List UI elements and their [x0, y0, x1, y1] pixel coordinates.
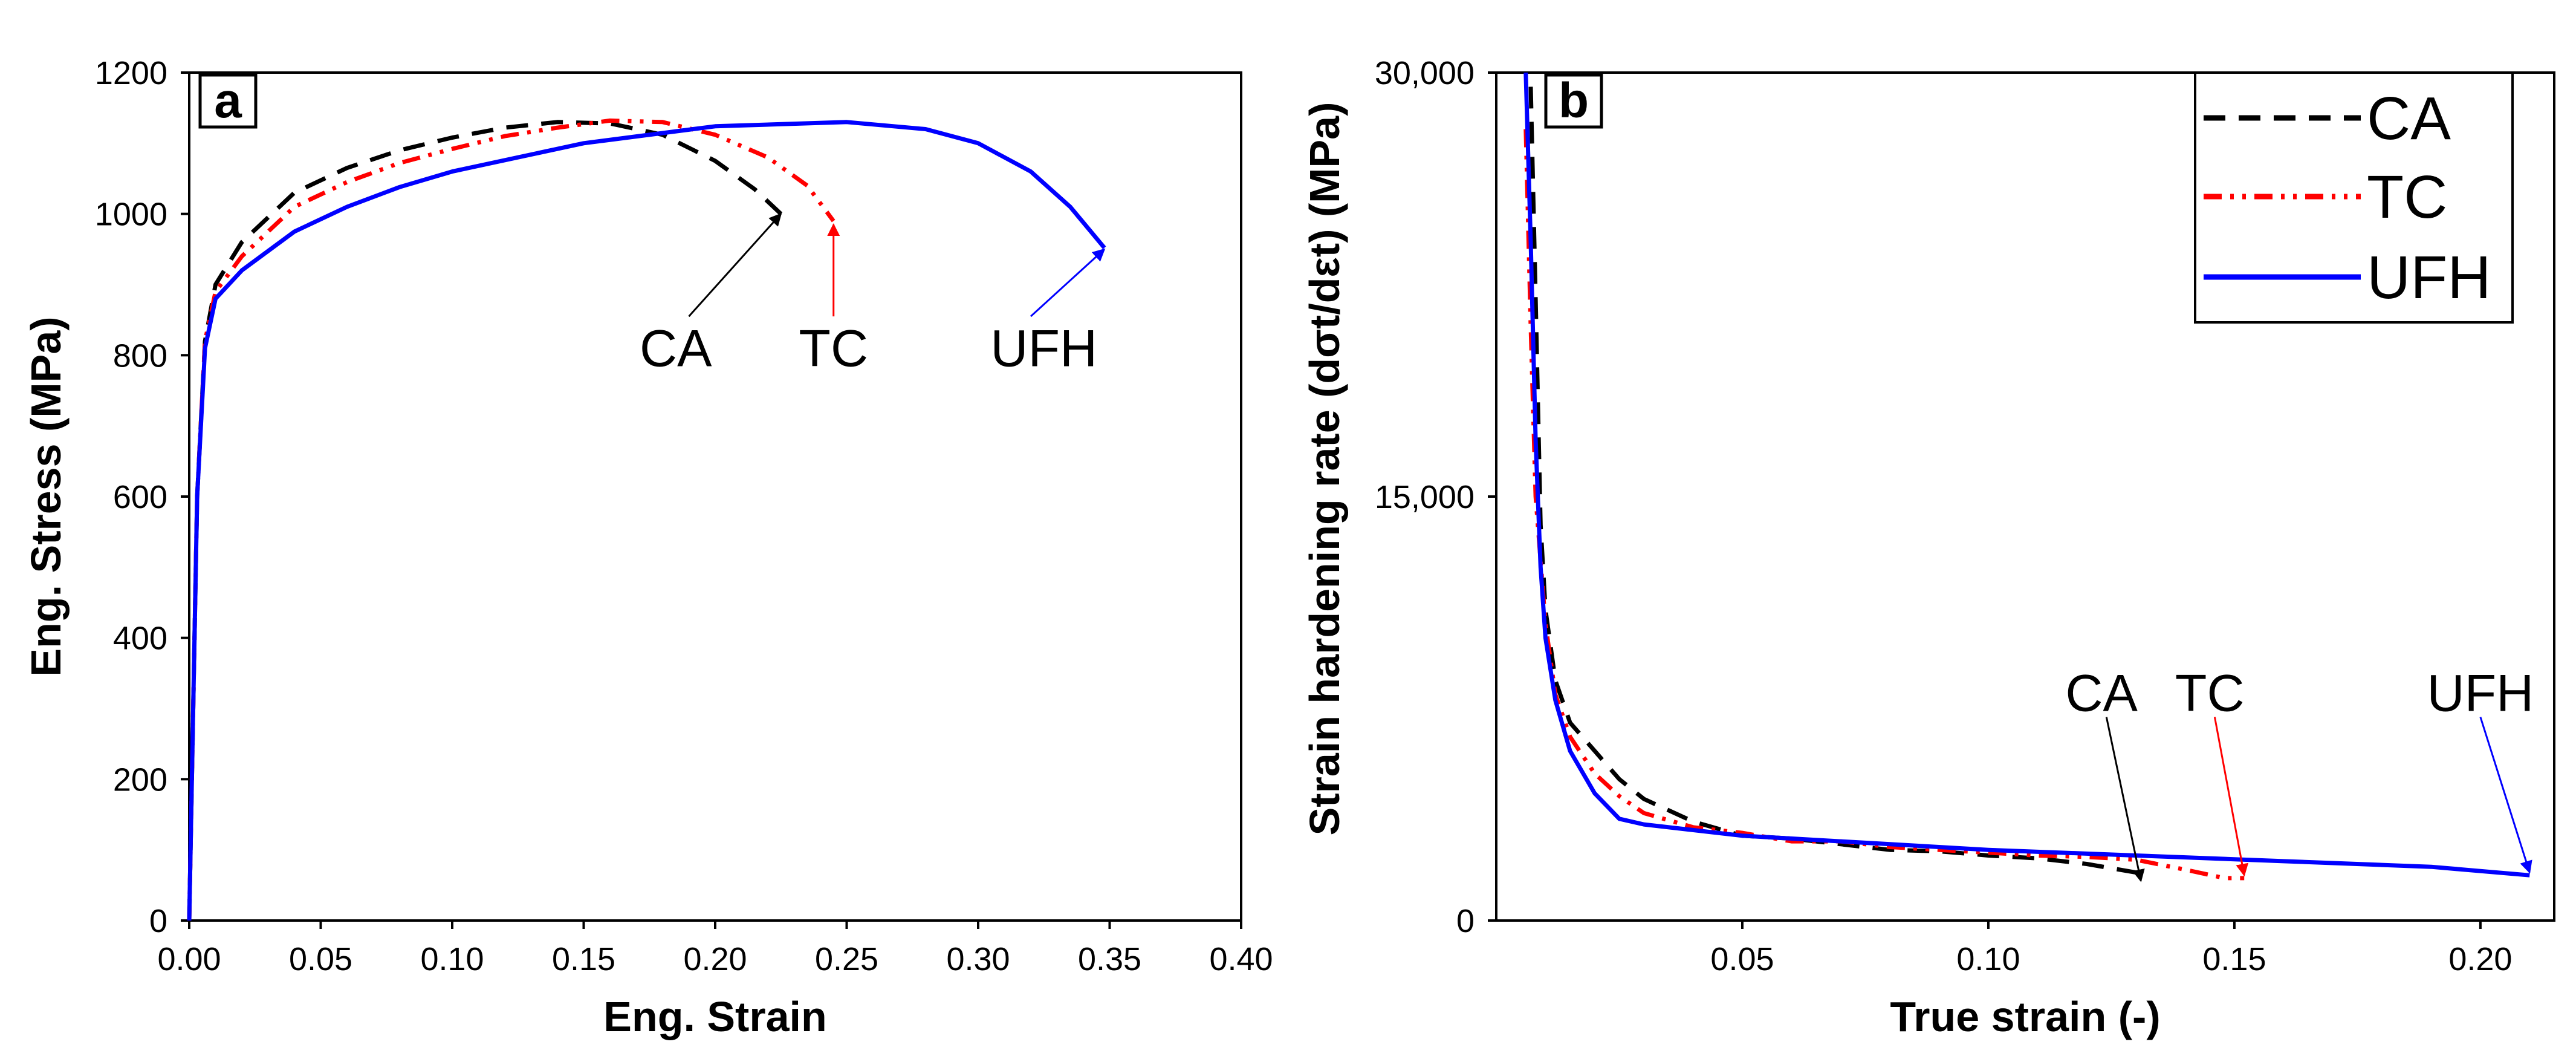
annotation-arrow-ca [688, 213, 782, 318]
y-tick-label: 200 [113, 761, 167, 798]
series-line-ca [1528, 86, 2147, 880]
annotation-arrow-tc [2213, 717, 2249, 877]
series-line-ufh [187, 120, 1106, 921]
x-tick-label: 0.25 [815, 941, 878, 977]
series-line-tc [187, 118, 835, 921]
panel-b-letter: b [1559, 73, 1589, 128]
y-tick-label: 0 [149, 903, 167, 939]
annotation-arrow-ca [2105, 717, 2145, 882]
x-tick-label: 0.20 [2448, 941, 2512, 977]
series-line-ufh [1523, 72, 2530, 878]
series-line-tc [1523, 129, 2245, 881]
x-tick-label: 0.40 [1209, 941, 1273, 977]
panel-b-x-axis-title: True strain (-) [1890, 993, 2160, 1040]
y-tick-label: 1000 [95, 197, 167, 233]
panel-a-stress-strain: 0.00 0.05 0.10 0.15 0.20 0.25 0.30 0.35 0.40 0 200… [22, 55, 1273, 1040]
x-tick-label: 0.20 [683, 941, 747, 977]
annotation-label-ca: CA [640, 319, 712, 377]
panel-a-x-axis-title: Eng. Strain [603, 993, 826, 1040]
legend-label-tc: TC [2367, 163, 2447, 231]
legend-frame [2194, 71, 2514, 324]
panel-b-legend: CA TC UFH [2194, 71, 2514, 324]
y-tick-label: 400 [113, 621, 167, 657]
x-tick-label: 0.30 [946, 941, 1010, 977]
panel-a-annotations: CA TC UFH [640, 213, 1106, 377]
panel-b-y-axis-title: Strain hardening rate (dσt/dεt) (MPa) [1301, 102, 1348, 836]
panel-a-series [187, 118, 1106, 921]
x-tick-label: 0.05 [289, 941, 352, 977]
x-tick-label: 0.15 [2202, 941, 2266, 977]
panel-b-plot-frame [1495, 71, 2555, 922]
annotation-arrow-ufh [1030, 248, 1106, 318]
x-tick-label: 0.10 [420, 941, 484, 977]
y-tick-label: 600 [113, 479, 167, 515]
y-tick-label: 800 [113, 337, 167, 374]
y-tick-label: 15,000 [1375, 479, 1475, 515]
series-line-ca [187, 120, 783, 921]
panel-a-letter: a [214, 73, 242, 128]
panel-a-letter-box [198, 73, 258, 129]
panel-b-letter-box [1544, 73, 1603, 129]
y-tick-label: 30,000 [1375, 55, 1475, 91]
x-tick-label: 0.35 [1078, 941, 1141, 977]
y-tick-label: 0 [1456, 903, 1475, 939]
panel-a-ticks: 0.00 0.05 0.10 0.15 0.20 0.25 0.30 0.35 0.40 0 200… [95, 55, 1273, 977]
panel-b-series [1523, 72, 2530, 881]
x-tick-label: 0.10 [1956, 941, 2020, 977]
annotation-label-ca: CA [2065, 664, 2138, 722]
x-tick-label: 0.15 [552, 941, 615, 977]
panel-a-plot-frame [188, 71, 1242, 922]
annotation-arrow-ufh [2479, 717, 2532, 874]
legend-label-ufh: UFH [2367, 244, 2491, 311]
panel-b-ticks: 0.05 0.10 0.15 0.20 0 15,000 30,000 [1375, 55, 2513, 977]
annotation-label-tc: TC [799, 319, 868, 377]
annotation-label-ufh: UFH [2427, 664, 2534, 722]
x-tick-label: 0.00 [157, 941, 221, 977]
x-tick-label: 0.05 [1710, 941, 1774, 977]
y-tick-label: 1200 [95, 55, 167, 91]
annotation-label-ufh: UFH [990, 319, 1097, 377]
legend-label-ca: CA [2367, 85, 2451, 152]
panel-b-annotations: CA TC UFH [2065, 664, 2534, 882]
annotation-label-tc: TC [2175, 664, 2245, 722]
panel-a-y-axis-title: Eng. Stress (MPa) [22, 316, 70, 676]
